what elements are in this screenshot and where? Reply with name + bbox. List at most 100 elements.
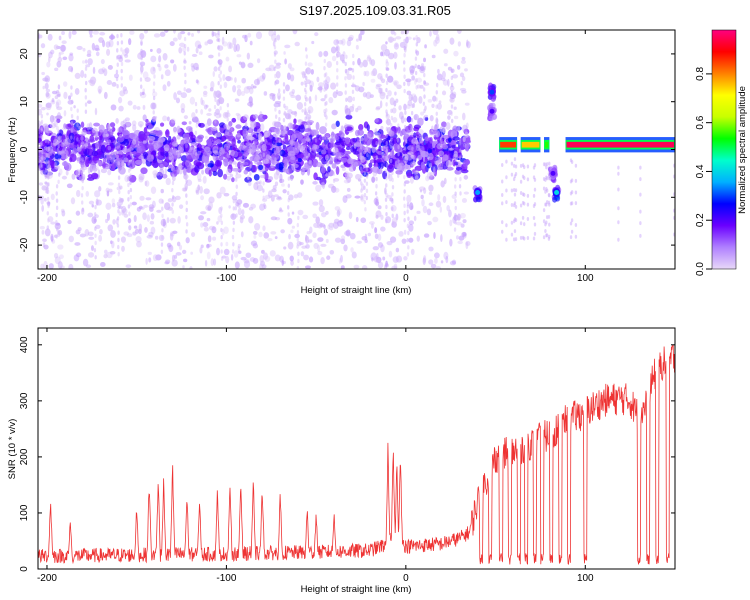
heatmap-cell — [368, 162, 373, 168]
heatmap-cell — [338, 155, 342, 161]
heatmap-cell — [150, 55, 157, 63]
heatmap-cell — [297, 145, 304, 151]
heatmap-cell — [321, 136, 327, 141]
heatmap-cell — [412, 95, 418, 103]
heatmap-cell — [450, 97, 453, 102]
heatmap-cell — [296, 222, 300, 228]
heatmap-cell — [223, 248, 230, 256]
heatmap-cell — [81, 166, 88, 171]
heatmap-cell — [262, 152, 266, 157]
heatmap-cell — [107, 169, 112, 176]
heatmap-cell — [134, 159, 143, 165]
heatmap-cell — [440, 234, 443, 242]
heatmap-cell — [110, 157, 115, 163]
heatmap-cell — [456, 235, 459, 240]
heatmap-cell — [129, 159, 132, 164]
heatmap-cell — [288, 161, 292, 166]
heatmap-cell — [403, 38, 406, 44]
heatmap-cell — [390, 130, 393, 135]
heatmap-cell — [75, 210, 81, 216]
heatmap-cell — [397, 144, 400, 150]
heatmap-cell — [170, 59, 175, 64]
heatmap-cell — [303, 123, 307, 128]
heatmap-cell — [171, 141, 178, 147]
heatmap-cell — [533, 231, 537, 236]
heatmap-cell — [336, 68, 339, 73]
heatmap-cell — [58, 142, 63, 152]
heatmap-cell — [203, 85, 208, 89]
heatmap-cell — [57, 261, 63, 269]
heatmap-cell — [390, 30, 395, 35]
heatmap-cell — [116, 201, 120, 207]
heatmap-cell — [449, 85, 455, 91]
heatmap-cell — [390, 108, 393, 114]
heatmap-cell — [159, 31, 166, 37]
heatmap-cell — [347, 172, 353, 179]
heatmap-cell — [352, 60, 355, 66]
heatmap-cell — [140, 84, 143, 89]
heatmap-cell — [307, 154, 316, 161]
heatmap-cell — [424, 114, 429, 118]
heatmap-cell — [423, 65, 426, 71]
heatmap-cell — [458, 184, 462, 189]
heatmap-cell — [277, 196, 282, 200]
heatmap-cell — [55, 125, 59, 130]
heatmap-cell — [262, 225, 266, 232]
heatmap-cell — [160, 220, 164, 226]
heatmap-cell — [404, 153, 409, 161]
heatmap-cell — [263, 202, 266, 208]
heatmap-cell — [197, 150, 201, 156]
heatmap-cell — [318, 199, 324, 207]
heatmap-cell — [465, 139, 472, 144]
heatmap-cell — [59, 254, 64, 260]
heatmap-cell — [505, 200, 508, 205]
heatmap-cell — [385, 59, 388, 64]
heatmap-cell — [379, 100, 383, 108]
heatmap-cell — [249, 157, 252, 162]
heatmap-cell — [360, 217, 367, 224]
heatmap-cell — [138, 228, 142, 235]
heatmap-cell — [406, 80, 411, 87]
heatmap-cell — [354, 161, 359, 168]
heatmap-cell — [91, 42, 96, 51]
heatmap-cell — [391, 177, 394, 183]
heatmap-cell — [348, 165, 355, 172]
colorbar-tick-label: 0.4 — [695, 164, 706, 178]
heatmap-cell — [96, 199, 102, 206]
heatmap-cell — [94, 240, 97, 246]
heatmap-cell — [138, 173, 145, 181]
heatmap-cell — [273, 52, 277, 57]
heatmap-cell — [461, 75, 466, 82]
heatmap-cell — [404, 180, 410, 184]
heatmap-cell — [406, 172, 413, 179]
heatmap-cell — [410, 125, 413, 130]
y-tick-label: 200 — [19, 448, 30, 465]
heatmap-cell — [434, 257, 438, 264]
heatmap-cell — [332, 147, 339, 153]
heatmap-cell — [44, 140, 52, 145]
heatmap-cell — [56, 112, 62, 120]
heatmap-cell — [445, 159, 453, 168]
heatmap-cell — [411, 103, 414, 109]
heatmap-cell — [519, 235, 523, 240]
heatmap-cell — [40, 141, 43, 146]
colorbar-strip — [711, 29, 737, 270]
heatmap-cell — [435, 122, 439, 130]
heatmap-cell — [47, 171, 53, 179]
heatmap-cell — [242, 34, 247, 39]
heatmap-cell — [86, 123, 91, 131]
heatmap-cell — [386, 95, 389, 100]
heatmap-cell — [361, 236, 368, 241]
spectrogram-y-label: Frequency (Hz) — [7, 117, 18, 182]
heatmap-cell — [414, 78, 417, 85]
snr-series-line — [38, 344, 675, 565]
heatmap-cell — [79, 167, 85, 173]
heatmap-cell — [139, 33, 145, 40]
heatmap-cell — [129, 30, 135, 35]
heatmap-cell — [219, 84, 223, 89]
heatmap-cell — [547, 200, 551, 205]
heatmap-cell — [288, 233, 291, 240]
colorbar-label: Normalized spectral amplitude — [737, 86, 748, 214]
heatmap-cell — [395, 36, 402, 40]
